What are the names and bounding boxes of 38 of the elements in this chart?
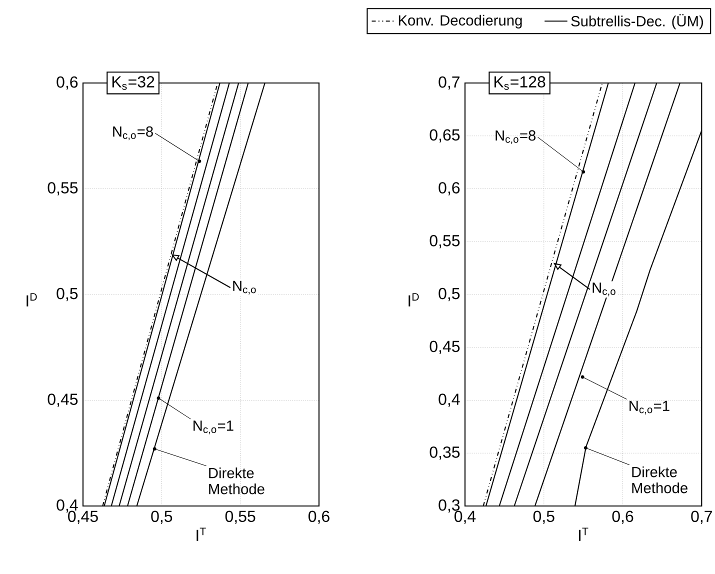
x-tick-label: 0,6 <box>612 510 634 524</box>
chart-title: K$_{s}$=32 <box>112 76 154 90</box>
annotation: N$_{c,o}$=1 <box>630 400 670 414</box>
x-tick-label: 0,7 <box>691 510 712 524</box>
x-tick-label: 0,4 <box>454 510 476 524</box>
annotation: Direkte Methode <box>632 466 688 494</box>
y-tick-label: 0,4 <box>438 394 460 407</box>
annotation: N$_{c,o}$=1 <box>194 420 234 434</box>
y-tick-label: 0,45 <box>48 394 78 407</box>
y-tick-label: 0,65 <box>430 129 460 142</box>
y-tick-label: 0,35 <box>430 446 460 460</box>
y-tick-label: 0,5 <box>56 288 78 302</box>
y-tick-label: 0,5 <box>438 288 460 302</box>
y-tick-label: 0,4 <box>56 499 78 513</box>
y-axis-title: I$^{D}$ <box>26 293 37 306</box>
x-tick-label: 0,6 <box>308 510 330 524</box>
annotation: N$_{c,o}$=8 <box>113 126 153 140</box>
chart-title: K$_{s}$=128 <box>494 76 546 90</box>
legend-label: Subtrellis-Dec. (ÜM) <box>571 14 703 30</box>
y-tick-label: 0,3 <box>438 499 460 513</box>
annotation: N$_{c,o}$ <box>592 282 616 296</box>
x-axis-title: I$^{T}$ <box>579 528 588 541</box>
x-tick-label: 0,5 <box>151 510 172 524</box>
annotation: N$_{c,o}$ <box>233 280 256 294</box>
y-tick-label: 0,6 <box>438 182 460 196</box>
annotation: N$_{c,o}$=8 <box>496 130 536 144</box>
y-tick-label: 0,6 <box>56 76 78 90</box>
legend-label: Konv. Decodierung <box>398 14 522 28</box>
y-tick-label: 0,55 <box>430 235 460 248</box>
x-tick-label: 0,55 <box>225 510 256 524</box>
annotation: Direkte Methode <box>209 468 264 494</box>
x-axis-title: I$^{T}$ <box>196 528 206 541</box>
y-tick-label: 0,55 <box>48 182 78 196</box>
y-tick-label: 0,7 <box>438 76 460 90</box>
y-axis-title: I$^{D}$ <box>408 293 419 306</box>
x-tick-label: 0,5 <box>533 510 554 524</box>
y-tick-label: 0,45 <box>430 340 460 354</box>
x-tick-label: 0,45 <box>68 510 98 524</box>
